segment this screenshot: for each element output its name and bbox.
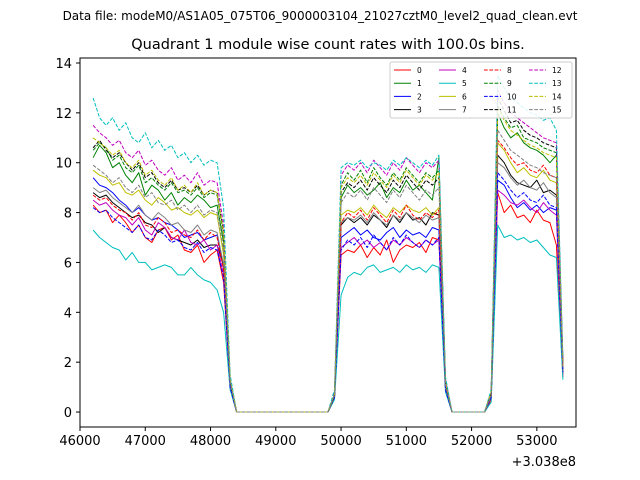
y-tick-label-12: 12 xyxy=(55,107,72,122)
series-layer xyxy=(92,75,564,413)
series-line-15 xyxy=(92,129,564,413)
y-tick-label-8: 8 xyxy=(64,207,72,222)
legend-label-6: 6 xyxy=(462,92,467,101)
x-tick-label-48000: 48000 xyxy=(190,434,231,449)
x-tick-label-51000: 51000 xyxy=(386,434,427,449)
legend-label-0: 0 xyxy=(417,66,422,75)
legend-label-12: 12 xyxy=(552,66,562,75)
plot-background xyxy=(80,58,576,427)
x-tick-label-46000: 46000 xyxy=(59,434,100,449)
y-tick-label-0: 0 xyxy=(64,406,72,421)
y-tick-label-4: 4 xyxy=(64,306,72,321)
legend-label-5: 5 xyxy=(462,79,467,88)
x-offset-label: +3.038e8 xyxy=(512,455,576,470)
legend-label-3: 3 xyxy=(417,106,422,115)
legend-label-11: 11 xyxy=(507,106,517,115)
plot-area xyxy=(80,58,576,427)
x-tick-label-52000: 52000 xyxy=(451,434,492,449)
y-tick-label-10: 10 xyxy=(55,157,72,172)
axes-layer: 46000 47000 48000 49000 50000 51000 52000 53000… xyxy=(55,57,577,449)
x-tick-label-49000: 49000 xyxy=(255,434,296,449)
legend-label-9: 9 xyxy=(507,79,512,88)
x-tick-label-53000: 53000 xyxy=(516,434,557,449)
legend-label-13: 13 xyxy=(552,79,562,88)
legend-label-15: 15 xyxy=(552,106,562,115)
y-tick-label-14: 14 xyxy=(55,57,72,72)
legend-label-10: 10 xyxy=(507,92,517,101)
x-tick-label-50000: 50000 xyxy=(320,434,361,449)
legend-label-14: 14 xyxy=(552,92,562,101)
legend-label-1: 1 xyxy=(417,79,422,88)
legend-frame xyxy=(389,61,573,119)
chart-title: Quadrant 1 module wise count rates with … xyxy=(131,37,525,53)
x-tick-label-47000: 47000 xyxy=(125,434,166,449)
y-tick-label-6: 6 xyxy=(64,256,72,271)
legend-label-2: 2 xyxy=(417,92,422,101)
legend-label-4: 4 xyxy=(462,66,467,75)
legend-label-7: 7 xyxy=(462,106,467,115)
legend-label-8: 8 xyxy=(507,66,512,75)
axes-frame xyxy=(79,57,577,428)
y-tick-label-2: 2 xyxy=(64,356,72,371)
figure-suptitle: Data file: modeM0/AS1A05_075T06_90000031… xyxy=(63,9,578,23)
